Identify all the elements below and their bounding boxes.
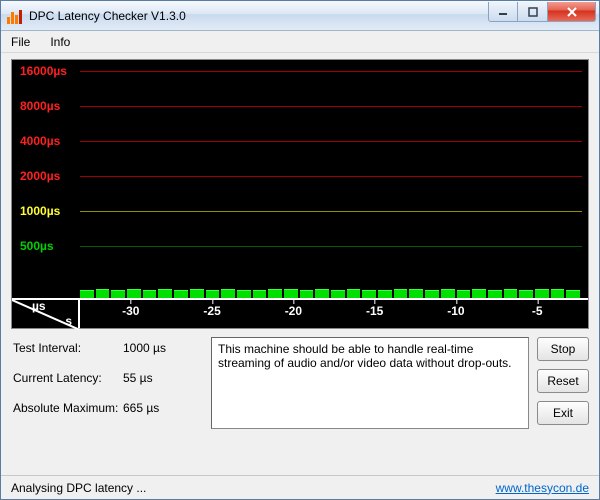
latency-bar bbox=[253, 290, 267, 298]
latency-bar bbox=[504, 289, 518, 298]
latency-bar bbox=[457, 290, 471, 298]
latency-bar bbox=[551, 289, 565, 298]
latency-bar bbox=[425, 290, 439, 298]
info-row: Test Interval: 1000 µs Current Latency: … bbox=[11, 337, 589, 429]
menu-file[interactable]: File bbox=[7, 33, 34, 51]
latency-bar bbox=[378, 290, 392, 298]
x-tick: -15 bbox=[366, 304, 383, 318]
statusbar: Analysing DPC latency ... www.thesycon.d… bbox=[1, 475, 599, 499]
latency-bar bbox=[127, 289, 141, 298]
latency-bar bbox=[566, 290, 580, 298]
latency-bar bbox=[206, 290, 220, 298]
action-buttons: Stop Reset Exit bbox=[537, 337, 589, 429]
latency-bar bbox=[284, 289, 298, 298]
latency-bar bbox=[331, 290, 345, 298]
chart-xaxis: µs s -30 -25 -20 -15 -10 -5 bbox=[12, 298, 588, 328]
app-window: DPC Latency Checker V1.3.0 File Info 160… bbox=[0, 0, 600, 500]
current-latency-label: Current Latency: bbox=[13, 371, 123, 385]
window-title: DPC Latency Checker V1.3.0 bbox=[29, 9, 488, 23]
stop-button[interactable]: Stop bbox=[537, 337, 589, 361]
maximize-button[interactable] bbox=[518, 2, 548, 22]
latency-bar bbox=[394, 289, 408, 298]
y-label: 2000µs bbox=[20, 169, 60, 183]
x-tick: -25 bbox=[203, 304, 220, 318]
latency-bar bbox=[221, 289, 235, 298]
status-message: This machine should be able to handle re… bbox=[211, 337, 529, 429]
y-label: 500µs bbox=[20, 239, 54, 253]
latency-bar bbox=[80, 290, 94, 298]
latency-bar bbox=[315, 289, 329, 298]
y-label: 4000µs bbox=[20, 134, 60, 148]
app-icon bbox=[7, 8, 23, 24]
y-label: 1000µs bbox=[20, 204, 60, 218]
stats-panel: Test Interval: 1000 µs Current Latency: … bbox=[11, 337, 203, 429]
titlebar[interactable]: DPC Latency Checker V1.3.0 bbox=[1, 1, 599, 31]
latency-bar bbox=[441, 289, 455, 298]
status-text: Analysing DPC latency ... bbox=[11, 481, 146, 495]
menubar: File Info bbox=[1, 31, 599, 53]
menu-info[interactable]: Info bbox=[46, 33, 74, 51]
latency-bar bbox=[174, 290, 188, 298]
axis-corner: µs s bbox=[12, 298, 80, 328]
latency-bar bbox=[190, 289, 204, 298]
current-latency-value: 55 µs bbox=[123, 371, 201, 385]
latency-bar bbox=[268, 289, 282, 298]
latency-bar bbox=[111, 290, 125, 298]
latency-bar bbox=[409, 289, 423, 298]
test-interval-label: Test Interval: bbox=[13, 341, 123, 355]
x-tick: -5 bbox=[532, 304, 543, 318]
latency-chart: 16000µs 8000µs 4000µs 2000µs 1000µs 500µs µs … bbox=[11, 59, 589, 329]
chart-bars bbox=[80, 64, 582, 298]
absolute-maximum-label: Absolute Maximum: bbox=[13, 401, 123, 415]
reset-button[interactable]: Reset bbox=[537, 369, 589, 393]
x-tick: -20 bbox=[285, 304, 302, 318]
exit-button[interactable]: Exit bbox=[537, 401, 589, 425]
x-tick: -10 bbox=[447, 304, 464, 318]
latency-bar bbox=[237, 290, 251, 298]
latency-bar bbox=[347, 289, 361, 298]
latency-bar bbox=[362, 290, 376, 298]
latency-bar bbox=[535, 289, 549, 298]
vendor-link[interactable]: www.thesycon.de bbox=[496, 481, 589, 495]
latency-bar bbox=[300, 290, 314, 298]
absolute-maximum-value: 665 µs bbox=[123, 401, 201, 415]
x-tick: -30 bbox=[122, 304, 139, 318]
latency-bar bbox=[472, 289, 486, 298]
latency-bar bbox=[143, 290, 157, 298]
window-controls bbox=[488, 2, 596, 22]
latency-bar bbox=[158, 289, 172, 298]
close-button[interactable] bbox=[548, 2, 596, 22]
minimize-button[interactable] bbox=[488, 2, 518, 22]
latency-bar bbox=[96, 289, 110, 298]
test-interval-value: 1000 µs bbox=[123, 341, 201, 355]
y-label: 16000µs bbox=[20, 64, 67, 78]
latency-bar bbox=[519, 290, 533, 298]
y-label: 8000µs bbox=[20, 99, 60, 113]
latency-bar bbox=[488, 290, 502, 298]
